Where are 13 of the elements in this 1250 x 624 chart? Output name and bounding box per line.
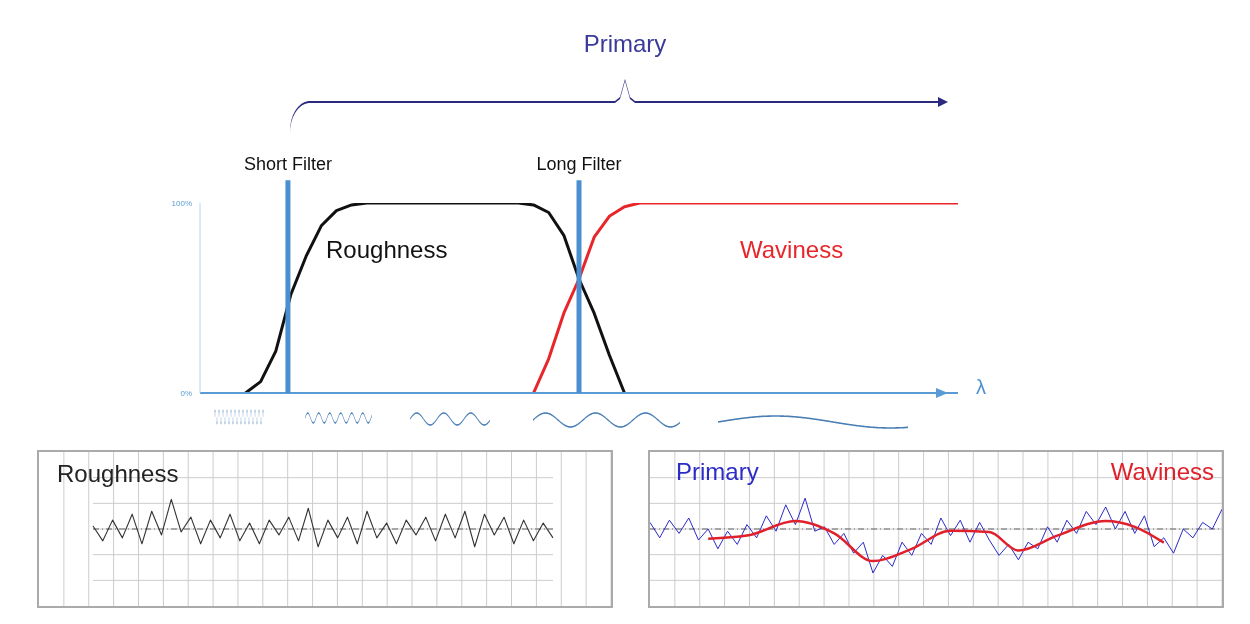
- text: Short Filter: [243, 154, 332, 175]
- y-tick-label: 100%: [171, 198, 192, 208]
- line-series: [532, 203, 960, 393]
- series-label: Waviness: [1110, 458, 1214, 486]
- line-series: [243, 203, 626, 393]
- text: Primary: [583, 30, 667, 58]
- series-label: Primary: [676, 458, 759, 486]
- text: Long Filter: [536, 154, 622, 175]
- chart-title: Roughness: [57, 460, 179, 488]
- series-label: Waviness: [740, 236, 844, 264]
- y-tick-label: 0%: [180, 388, 192, 398]
- x-axis-title: λ: [976, 376, 986, 399]
- series-label: Roughness: [326, 236, 448, 264]
